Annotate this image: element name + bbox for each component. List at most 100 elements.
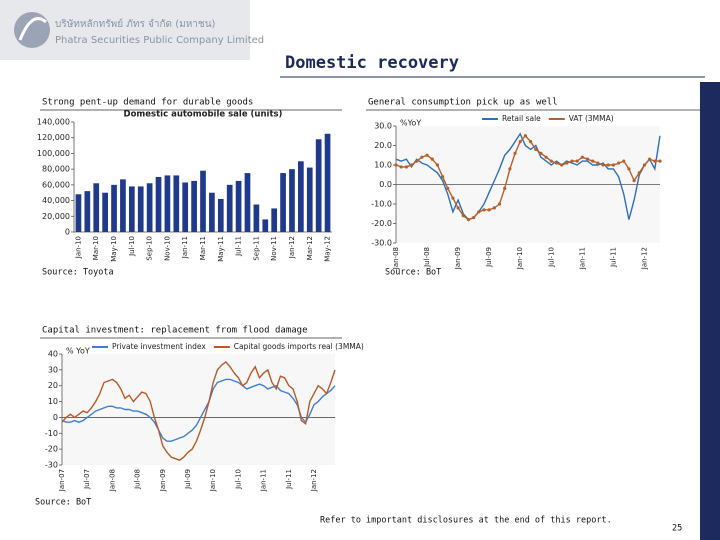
series-marker bbox=[518, 140, 522, 144]
series-marker bbox=[487, 208, 491, 212]
bar bbox=[111, 184, 117, 232]
bar bbox=[253, 204, 260, 232]
y-tick-label: 140,000 bbox=[37, 118, 70, 127]
x-tick-label: Nov-10 bbox=[163, 236, 171, 261]
plot-area bbox=[62, 354, 335, 465]
x-tick-label: Jul-11 bbox=[285, 469, 293, 490]
y-tick-label: -30 bbox=[45, 461, 58, 470]
series-marker bbox=[394, 163, 398, 167]
bar bbox=[235, 180, 242, 232]
bar bbox=[324, 133, 331, 232]
series-marker bbox=[539, 151, 543, 155]
bar bbox=[191, 180, 197, 232]
side-bar bbox=[700, 82, 720, 540]
x-tick-label: Mar-12 bbox=[306, 236, 314, 260]
series-marker bbox=[601, 163, 605, 167]
series-line bbox=[395, 134, 660, 221]
x-tick-label: May-12 bbox=[324, 236, 332, 262]
x-tick-label: Jul-09 bbox=[184, 469, 192, 490]
bar bbox=[182, 182, 189, 232]
series-marker bbox=[404, 165, 408, 169]
x-tick-label: Jul-10 bbox=[128, 236, 136, 257]
bar bbox=[84, 191, 91, 232]
y-tick-label: 80,000 bbox=[42, 165, 70, 174]
series-marker bbox=[461, 214, 465, 218]
x-tick-label: Mar-10 bbox=[92, 236, 100, 260]
series-marker bbox=[492, 206, 496, 210]
series-marker bbox=[528, 140, 533, 144]
series-marker bbox=[482, 208, 486, 212]
logo-icon bbox=[14, 12, 50, 48]
y-tick-label: -20.0 bbox=[371, 219, 392, 228]
bar bbox=[298, 161, 304, 232]
series-marker bbox=[466, 218, 471, 222]
series-marker bbox=[606, 163, 610, 167]
x-tick-label: Jul-11 bbox=[235, 236, 243, 257]
series-marker bbox=[648, 157, 652, 161]
y-tick-label: 10.0 bbox=[374, 161, 392, 170]
series-marker bbox=[596, 161, 600, 165]
series-line bbox=[61, 378, 336, 442]
series-marker bbox=[523, 134, 528, 138]
bar bbox=[155, 177, 162, 232]
series-marker bbox=[549, 159, 553, 163]
source: Source: BoT bbox=[385, 268, 441, 278]
bar bbox=[173, 175, 180, 232]
series-marker bbox=[585, 157, 590, 161]
bar bbox=[93, 183, 100, 232]
y-axis-label: % YoY bbox=[66, 347, 90, 356]
bar bbox=[146, 183, 153, 232]
bar bbox=[244, 173, 251, 232]
series-marker bbox=[580, 155, 584, 159]
y-tick-label: 120,000 bbox=[37, 133, 70, 142]
series-marker bbox=[456, 206, 460, 210]
y-tick-label: 40,000 bbox=[42, 196, 70, 205]
y-tick-label: 0 bbox=[53, 413, 58, 422]
series-marker bbox=[472, 216, 476, 220]
x-tick-label: Jul-09 bbox=[485, 247, 493, 268]
x-tick-label: Jul-08 bbox=[134, 469, 142, 490]
bar bbox=[306, 167, 313, 232]
series-marker bbox=[451, 196, 455, 200]
y-tick-label: 0 bbox=[65, 228, 70, 237]
legend-label: Retail sale bbox=[502, 114, 541, 123]
x-tick-label: Mar-11 bbox=[199, 236, 207, 260]
series-marker bbox=[440, 175, 445, 179]
x-tick-label: Jul-11 bbox=[609, 247, 617, 268]
section-heading: Capital investment: replacement from flo… bbox=[42, 326, 308, 336]
series-marker bbox=[658, 159, 662, 163]
series-marker bbox=[560, 163, 564, 167]
bar bbox=[262, 219, 269, 232]
series-marker bbox=[420, 155, 424, 159]
y-tick-label: -10.0 bbox=[371, 200, 392, 209]
series-marker bbox=[632, 179, 636, 183]
series-marker bbox=[430, 157, 434, 161]
y-tick-label: 10 bbox=[48, 397, 58, 406]
company-name: Phatra Securities Public Company Limited bbox=[55, 35, 264, 46]
x-tick-label: Jul-07 bbox=[83, 469, 91, 490]
legend-label: Private investment index bbox=[112, 342, 206, 351]
bar bbox=[102, 192, 108, 232]
series-marker bbox=[508, 167, 512, 171]
series-marker bbox=[415, 159, 419, 163]
x-tick-label: Jan-12 bbox=[310, 469, 318, 492]
series-marker bbox=[611, 163, 616, 167]
section-heading: General consumption pick up as well bbox=[368, 98, 558, 108]
series-marker bbox=[409, 163, 414, 167]
x-tick-label: Jan-10 bbox=[74, 236, 82, 259]
series-marker bbox=[534, 147, 538, 151]
x-tick-label: Sep-10 bbox=[146, 236, 154, 261]
company-local: บริษัทหลักทรัพย์ ภัทร จำกัด (มหาชน) bbox=[55, 18, 216, 30]
series-marker bbox=[425, 153, 429, 157]
y-tick-label: 20.0 bbox=[374, 141, 392, 150]
y-tick-label: -30.0 bbox=[371, 239, 392, 248]
series-marker bbox=[446, 186, 450, 190]
bar bbox=[226, 184, 233, 232]
y-tick-label: 40 bbox=[48, 350, 58, 359]
bar bbox=[120, 179, 126, 232]
page-number: 25 bbox=[672, 524, 682, 534]
x-tick-label: Jan-11 bbox=[260, 469, 268, 492]
bar bbox=[315, 139, 322, 232]
series-marker bbox=[642, 163, 647, 167]
y-tick-label: -20 bbox=[45, 445, 58, 454]
